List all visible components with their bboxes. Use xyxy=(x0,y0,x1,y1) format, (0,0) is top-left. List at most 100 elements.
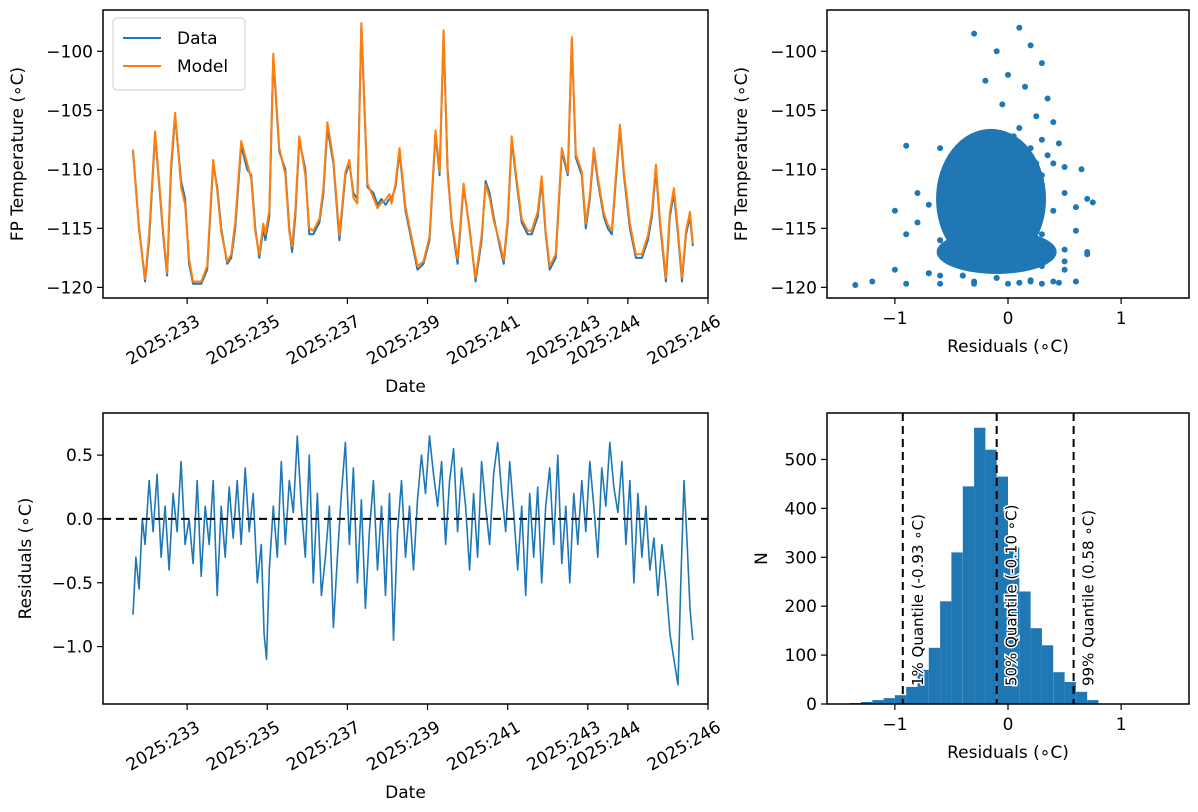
scatter-point xyxy=(903,280,910,287)
x-axis-label: Date xyxy=(385,783,426,803)
scatter-point xyxy=(1050,160,1057,167)
histogram-bar xyxy=(894,695,907,704)
legend-box xyxy=(112,17,246,91)
scatter-point xyxy=(1033,113,1040,120)
scatter-point xyxy=(982,166,989,173)
y-tick-label: −0.5 xyxy=(52,574,93,594)
x-tick-label: 2025:246 xyxy=(644,311,725,369)
scatter-point xyxy=(1016,178,1023,185)
scatter-point xyxy=(1044,152,1051,159)
y-tick-label: 300 xyxy=(785,548,817,568)
series-line-residuals xyxy=(132,435,694,686)
scatter-point xyxy=(1005,251,1011,258)
scatter-point xyxy=(999,101,1006,108)
scatter-point xyxy=(937,237,944,244)
scatter-point xyxy=(1016,125,1023,131)
histogram-bar xyxy=(974,427,986,704)
scatter-point xyxy=(982,172,989,179)
x-tick-label: 2025:237 xyxy=(283,311,364,369)
scatter-point xyxy=(891,266,898,273)
scatter-point xyxy=(1038,254,1045,261)
scatter-point xyxy=(937,272,944,279)
scatter-point xyxy=(1038,172,1045,179)
scatter-point xyxy=(1005,71,1011,78)
histogram-bar xyxy=(860,702,873,704)
scatter-point xyxy=(903,231,910,238)
histogram-bar xyxy=(1041,645,1054,704)
scatter-point xyxy=(869,278,876,285)
x-tick-label: 2025:241 xyxy=(444,717,525,775)
scatter-point xyxy=(971,178,978,185)
scatter-point xyxy=(1027,278,1034,285)
scatter-point xyxy=(937,280,944,287)
y-tick-label: −115 xyxy=(46,219,93,239)
quantile-label: 1% Quantile (-0.93 ∘C) xyxy=(909,514,927,686)
scatter-point xyxy=(1038,231,1045,238)
plot-area-histogram xyxy=(849,413,1099,704)
y-tick-label: −1.0 xyxy=(52,638,93,658)
histogram-bar xyxy=(940,601,952,704)
y-tick-label: −120 xyxy=(46,278,93,298)
y-tick-label: 0 xyxy=(806,695,817,715)
scatter-point xyxy=(993,227,1000,234)
scatter-point xyxy=(948,254,955,261)
scatter-point xyxy=(1027,243,1034,250)
histogram-bar xyxy=(1019,591,1031,704)
scatter-point xyxy=(1027,145,1034,152)
y-axis-label: Residuals (∘C) xyxy=(16,498,36,620)
scatter-point xyxy=(993,201,1000,208)
histogram-bar xyxy=(996,476,1008,704)
histogram-bar xyxy=(985,449,997,704)
scatter-point xyxy=(903,142,910,149)
x-axis-label: Residuals (∘C) xyxy=(947,743,1069,763)
plot-area-temp xyxy=(132,22,694,285)
scatter-point xyxy=(1061,164,1068,170)
scatter-point xyxy=(1055,140,1062,147)
scatter-point xyxy=(1005,215,1011,222)
scatter-point xyxy=(1044,95,1051,102)
scatter-point xyxy=(982,213,989,220)
scatter-point xyxy=(959,211,966,218)
scatter-point xyxy=(1050,119,1057,126)
x-tick-label: 2025:237 xyxy=(283,717,364,775)
y-tick-label: −105 xyxy=(770,101,817,121)
quantile-label: 50% Quantile (-0.10 ∘C) xyxy=(1003,505,1021,686)
histogram-bar xyxy=(1008,547,1020,704)
x-tick-label: 2025:233 xyxy=(123,717,204,775)
scatter-point xyxy=(1050,278,1057,285)
y-tick-label: 400 xyxy=(785,499,817,519)
scatter-point xyxy=(914,190,921,196)
scatter-point xyxy=(1072,204,1079,211)
scatter-point xyxy=(982,239,989,246)
axes-residual-histogram: −1 0 1 0 100 200 300 400 500 Residuals (∘C) N xyxy=(752,450,1127,763)
plot-area-residuals xyxy=(103,435,708,686)
y-tick-label: −115 xyxy=(770,219,817,239)
legend-label-model: Model xyxy=(177,57,228,77)
scatter-point xyxy=(937,145,944,152)
x-tick-label: 2025:239 xyxy=(363,311,444,369)
scatter-point xyxy=(1016,279,1023,286)
y-tick-label: −100 xyxy=(770,42,817,62)
plot-frame-histogram xyxy=(826,412,1190,705)
scatter-point xyxy=(948,225,955,232)
histogram-bar xyxy=(1087,700,1099,704)
scatter-point xyxy=(1016,168,1023,175)
histogram-bar xyxy=(883,698,895,704)
plot-frame-scatter xyxy=(826,9,1190,299)
scatter-point xyxy=(993,154,1000,161)
axes-temp-vs-date: 2025:233 2025:235 2025:237 2025:239 2025:241… xyxy=(8,42,725,397)
scatter-point xyxy=(971,258,978,265)
scatter-point xyxy=(1055,279,1062,286)
scatter-point xyxy=(1022,156,1028,163)
histogram-bar xyxy=(1064,682,1076,704)
y-tick-label: 500 xyxy=(785,450,817,470)
x-tick-label: 0 xyxy=(1003,309,1014,329)
scatter-point xyxy=(1072,227,1079,234)
histogram-bar xyxy=(962,486,975,704)
x-tick-label: 2025:235 xyxy=(203,717,284,775)
plot-frame-temp xyxy=(102,9,709,299)
scatter-point xyxy=(925,201,932,208)
y-tick-label: −120 xyxy=(770,278,817,298)
scatter-point xyxy=(993,274,1000,281)
